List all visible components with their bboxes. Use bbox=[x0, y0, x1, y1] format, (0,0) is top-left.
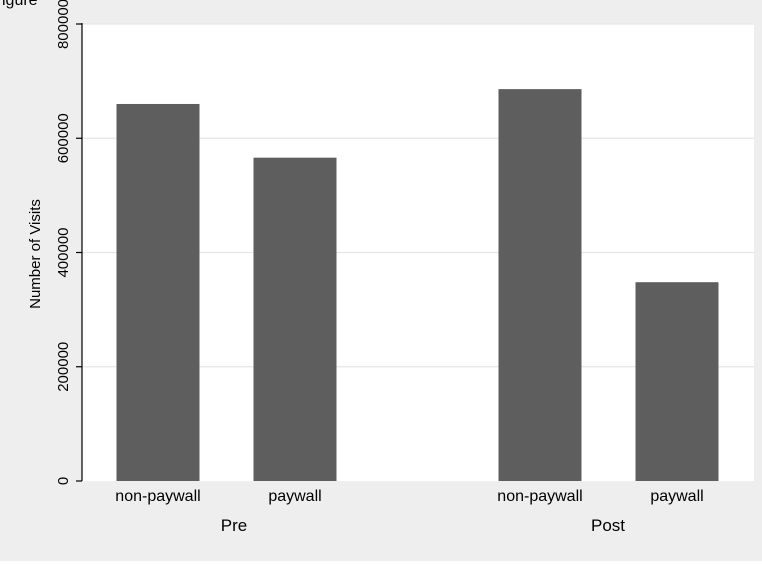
bars bbox=[116, 89, 719, 482]
y-tick-label: 800000 bbox=[55, 0, 72, 49]
bar-label: paywall bbox=[650, 488, 703, 505]
bar-label: non-paywall bbox=[115, 488, 200, 505]
bar bbox=[635, 282, 719, 481]
y-tick-label: 0 bbox=[55, 477, 72, 485]
bar bbox=[116, 103, 200, 481]
caption-fragment: igure bbox=[2, 0, 38, 9]
bar bbox=[253, 157, 337, 482]
bar-label: non-paywall bbox=[497, 488, 582, 505]
bar bbox=[498, 89, 582, 481]
y-axis-title: Number of Visits bbox=[27, 199, 44, 309]
bar-label: paywall bbox=[268, 488, 321, 505]
group-label: Post bbox=[591, 516, 625, 535]
group-label: Pre bbox=[221, 516, 247, 535]
y-tick-label: 200000 bbox=[55, 342, 72, 392]
x-axis-labels: non-paywall paywall Pre non-paywall paywall P… bbox=[115, 488, 703, 535]
y-tick-label: 400000 bbox=[55, 227, 72, 277]
y-tick-label: 600000 bbox=[55, 113, 72, 163]
y-axis: 0 200000 400000 600000 800000 bbox=[55, 0, 83, 485]
